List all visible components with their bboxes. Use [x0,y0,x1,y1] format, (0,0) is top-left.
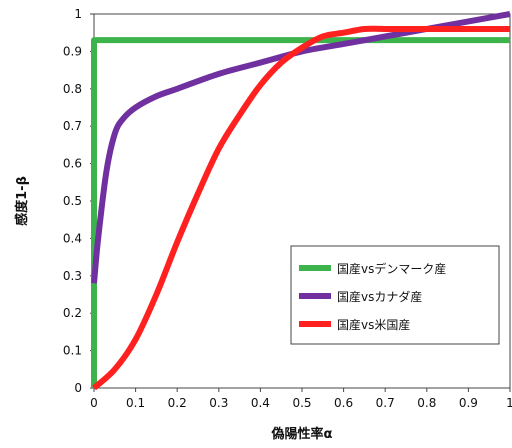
y-tick-label: 0.9 [63,44,82,58]
x-tick-label: 0.8 [417,396,436,410]
series-line-usa [91,25,511,391]
series-layer [91,11,511,391]
legend-label-canada: 国産vsカナダ産 [337,289,422,304]
legend-label-usa: 国産vs米国産 [337,317,410,332]
y-tick-label: 0.5 [63,194,82,208]
y-tick-label: 0.2 [63,306,82,320]
x-tick-label: 0.6 [334,396,353,410]
x-tick-label: 0.5 [292,396,311,410]
x-axis-title: 偽陽性率α [271,426,333,442]
x-tick-label: 0.4 [251,396,270,410]
y-tick-label: 0.1 [63,344,82,358]
y-tick-label: 0.3 [63,269,82,283]
x-tick-label: 0.3 [209,396,228,410]
legend-label-denmark: 国産vsデンマーク産 [337,261,446,276]
y-tick-label: 1 [74,7,82,21]
x-tick-label: 0.2 [168,396,187,410]
y-tick-label: 0.6 [63,157,82,171]
x-tick-label: 1 [506,396,512,410]
x-tick-label: 0.7 [376,396,395,410]
x-tick-label: 0 [90,396,98,410]
series-line-canada [91,11,511,284]
y-tick-label: 0.4 [63,231,82,245]
x-tick-label: 0.1 [126,396,145,410]
axes: 0 0.1 0.2 0.3 0.4 0.5 0.6 0.7 0.8 0.9 1 0 0.1 0.2 0.3 0… [63,7,512,410]
y-axis-title: 感度1-β [14,176,30,226]
y-tick-label: 0.7 [63,119,82,133]
x-tick-label: 0.9 [459,396,478,410]
y-tick-label: 0 [74,381,82,395]
y-tick-label: 0.8 [63,82,82,96]
